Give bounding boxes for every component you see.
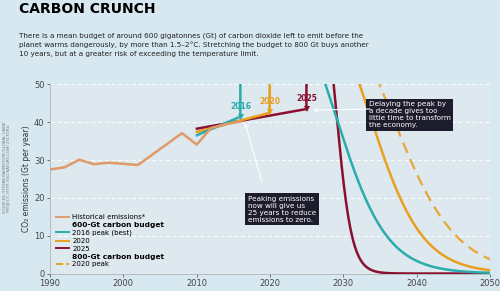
Y-axis label: CO₂ emissions (Gt per year): CO₂ emissions (Gt per year)	[22, 126, 31, 232]
Text: CARBON CRUNCH: CARBON CRUNCH	[19, 2, 156, 16]
Text: Peaking emissions
now will give us
25 years to reduce
emissions to zero.: Peaking emissions now will give us 25 ye…	[248, 196, 316, 223]
Text: 2025: 2025	[296, 94, 317, 103]
Text: There is a mean budget of around 600 gigatonnes (Gt) of carbon dioxide left to e: There is a mean budget of around 600 gig…	[19, 33, 368, 57]
Text: Delaying the peak by
a decade gives too
little time to transform
the economy.: Delaying the peak by a decade gives too …	[369, 101, 451, 128]
Text: 2016: 2016	[230, 102, 251, 111]
Legend: Historical emissions*, 600-Gt carbon budget, 2016 peak (best), 2020, 2025, 800-G: Historical emissions*, 600-Gt carbon bud…	[54, 212, 167, 270]
Text: 2020: 2020	[260, 97, 280, 106]
Text: SOURCES: STEFAN RAHMSTORF/GLOBAL CARBI
PROJECT; HTTP://GO.NATURE.COM/ 25CFORU: SOURCES: STEFAN RAHMSTORF/GLOBAL CARBI P…	[2, 122, 12, 214]
